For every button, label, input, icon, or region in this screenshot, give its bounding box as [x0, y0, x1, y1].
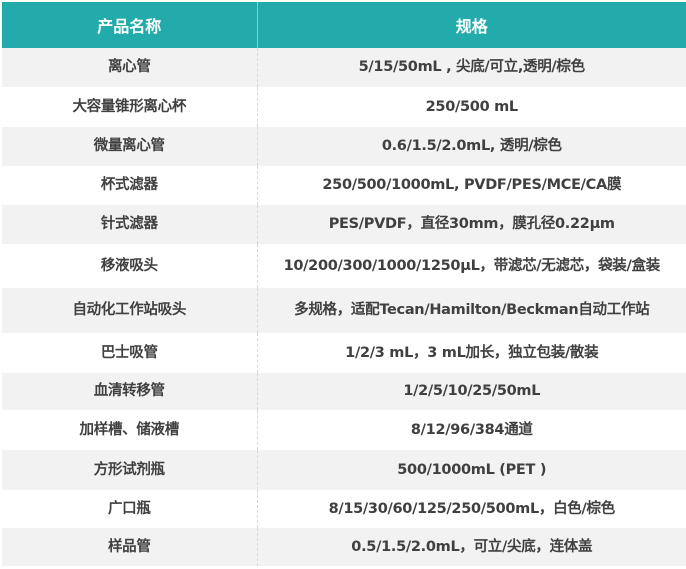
product-name-cell: 移液吸头 [2, 244, 258, 288]
spec-cell: 1/2/3 mL，3 mL加长，独立包装/散装 [257, 333, 686, 373]
spec-cell: 10/200/300/1000/1250μL，带滤芯/无滤芯，袋装/盒装 [257, 244, 686, 288]
spec-cell: 1/2/5/10/25/50mL [257, 373, 686, 410]
product-name-cell: 方形试剂瓶 [2, 450, 258, 490]
table-row: 广口瓶 8/15/30/60/125/250/500mL，白色/棕色 [2, 490, 686, 528]
spec-cell: 8/15/30/60/125/250/500mL，白色/棕色 [257, 490, 686, 528]
product-name-cell: 针式滤器 [2, 205, 258, 244]
spec-cell: PES/PVDF，直径30mm，膜孔径0.22μm [257, 205, 686, 244]
column-header-spec: 规格 [257, 2, 686, 48]
product-name-cell: 血清转移管 [2, 373, 258, 410]
spec-cell: 8/12/96/384通道 [257, 410, 686, 450]
spec-cell: 多规格，适配Tecan/Hamilton/Beckman自动工作站 [257, 288, 686, 333]
table-row: 杯式滤器 250/500/1000mL, PVDF/PES/MCE/CA膜 [2, 166, 686, 205]
table-row: 巴士吸管 1/2/3 mL，3 mL加长，独立包装/散装 [2, 333, 686, 373]
product-name-cell: 加样槽、储液槽 [2, 410, 258, 450]
column-header-product-name: 产品名称 [2, 2, 258, 48]
product-name-cell: 广口瓶 [2, 490, 258, 528]
spec-cell: 0.5/1.5/2.0mL，可立/尖底，连体盖 [257, 528, 686, 566]
product-name-cell: 离心管 [2, 48, 258, 87]
table-row: 自动化工作站吸头 多规格，适配Tecan/Hamilton/Beckman自动工作… [2, 288, 686, 333]
product-name-cell: 微量离心管 [2, 127, 258, 166]
table-row: 大容量锥形离心杯 250/500 mL [2, 87, 686, 127]
table-row: 样品管 0.5/1.5/2.0mL，可立/尖底，连体盖 [2, 528, 686, 566]
table-row: 针式滤器 PES/PVDF，直径30mm，膜孔径0.22μm [2, 205, 686, 244]
table-row: 方形试剂瓶 500/1000mL (PET ) [2, 450, 686, 490]
spec-cell: 500/1000mL (PET ) [257, 450, 686, 490]
table-row: 移液吸头 10/200/300/1000/1250μL，带滤芯/无滤芯，袋装/盒装 [2, 244, 686, 288]
table-row: 微量离心管 0.6/1.5/2.0mL, 透明/棕色 [2, 127, 686, 166]
spec-cell: 250/500 mL [257, 87, 686, 127]
product-name-cell: 巴士吸管 [2, 333, 258, 373]
product-name-cell: 自动化工作站吸头 [2, 288, 258, 333]
table-row: 加样槽、储液槽 8/12/96/384通道 [2, 410, 686, 450]
spec-cell: 5/15/50mL , 尖底/可立,透明/棕色 [257, 48, 686, 87]
spec-cell: 250/500/1000mL, PVDF/PES/MCE/CA膜 [257, 166, 686, 205]
table-row: 血清转移管 1/2/5/10/25/50mL [2, 373, 686, 410]
table-row: 离心管 5/15/50mL , 尖底/可立,透明/棕色 [2, 48, 686, 87]
table-header-row: 产品名称 规格 [2, 2, 686, 48]
product-name-cell: 样品管 [2, 528, 258, 566]
spec-cell: 0.6/1.5/2.0mL, 透明/棕色 [257, 127, 686, 166]
product-name-cell: 大容量锥形离心杯 [2, 87, 258, 127]
product-name-cell: 杯式滤器 [2, 166, 258, 205]
